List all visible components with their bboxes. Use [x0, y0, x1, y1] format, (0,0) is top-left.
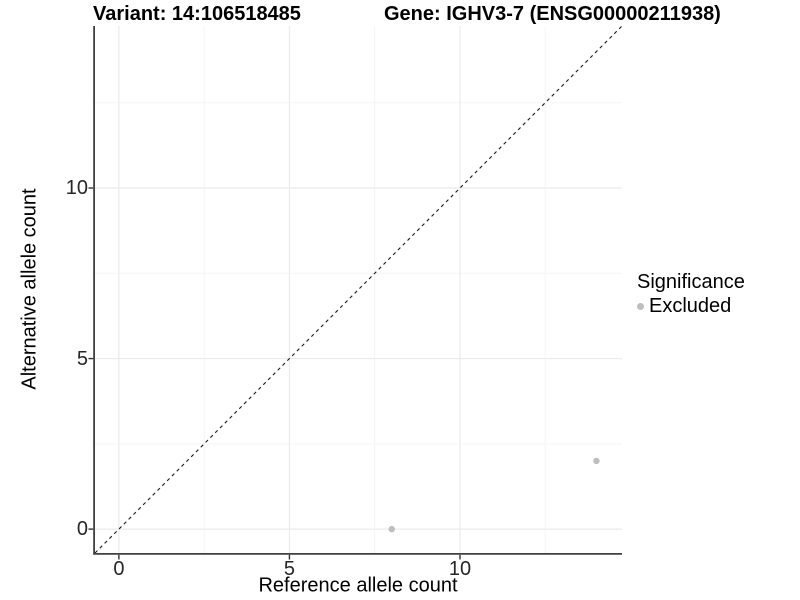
plot-title-gene: Gene: IGHV3-7 (ENSG00000211938): [384, 3, 721, 25]
x-tick-label: 10: [448, 558, 472, 580]
legend-title: Significance: [637, 271, 745, 293]
identity-reference-line: [94, 25, 623, 554]
y-tick-label: 5: [76, 347, 88, 370]
plot-title-variant: Variant: 14:106518485: [93, 3, 301, 25]
legend-item-excluded: Excluded: [637, 295, 745, 318]
y-tick-label: 10: [65, 177, 88, 200]
y-axis-title: Alternative allele count: [18, 188, 41, 390]
legend: Significance Excluded: [637, 271, 745, 318]
x-tick-label: 0: [113, 558, 125, 580]
data-point: [593, 457, 600, 465]
legend-item-label: Excluded: [649, 295, 732, 317]
y-tick-label: 0: [76, 518, 88, 541]
x-tick-label: 5: [283, 558, 295, 580]
x-axis-title: Reference allele count: [258, 574, 458, 597]
legend-point-icon: [637, 303, 644, 310]
data-point: [388, 525, 395, 533]
